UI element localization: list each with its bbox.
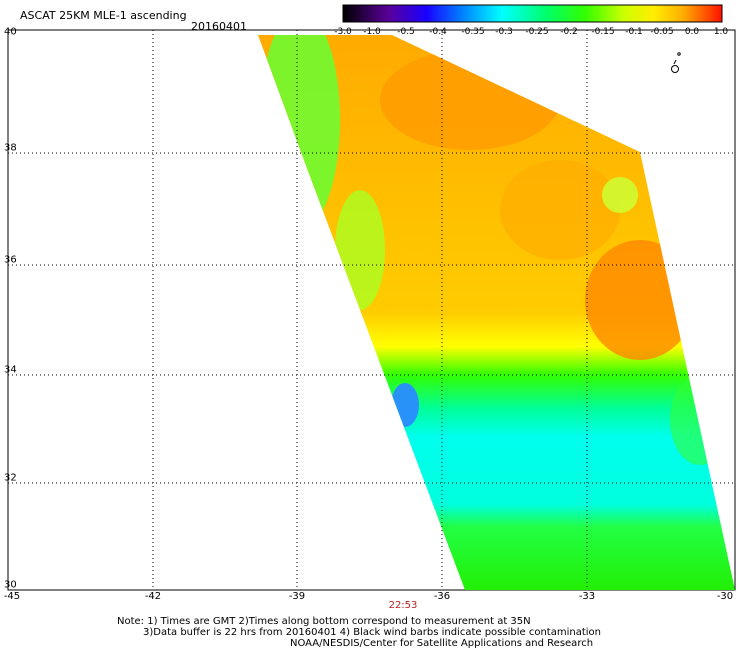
colorbar-label: -0.1 [625,27,643,37]
colorbar-label: -0.5 [397,27,415,37]
footer-credit: NOAA/NESDIS/Center for Satellite Applica… [290,638,594,649]
colorbar [342,4,723,23]
colorbar-label: 1.0 [713,27,729,37]
colorbar-label: -0.4 [429,27,447,37]
wind-barb-marker [671,52,681,73]
chart-title: ASCAT 25KM MLE-1 ascending [20,9,187,22]
colorbar-label: 0.0 [684,27,700,37]
ascat-swath [258,35,735,590]
colorbar-label: -0.15 [591,27,615,37]
y-tick-label: 38 [4,142,17,154]
colorbar-label: -0.2 [560,27,578,37]
y-tick-label: 36 [4,254,17,266]
colorbar-label: -0.05 [650,27,674,37]
y-tick-label: 40 [4,26,17,38]
y-tick-label: 32 [4,472,17,484]
colorbar-label: -0.25 [525,27,549,37]
x-tick-label: -42 [144,591,162,602]
colorbar-label: -0.35 [461,27,485,37]
x-tick-label: -36 [433,591,451,602]
x-tick-label: -45 [3,591,21,602]
gridlines [8,30,735,590]
pass-time: 22:53 [388,600,418,611]
footer-note-2: 3)Data buffer is 22 hrs from 20160401 4)… [143,627,601,638]
plot-frame [7,29,736,591]
footer-note-1: Note: 1) Times are GMT 2)Times along bot… [117,616,531,627]
colorbar-label: -1.0 [363,27,381,37]
y-tick-label: 30 [4,579,17,591]
x-tick-label: -30 [716,591,734,602]
colorbar-label: -3.0 [334,27,352,37]
colorbar-label: -0.3 [495,27,513,37]
x-tick-label: -39 [288,591,306,602]
x-tick-label: -33 [578,591,596,602]
y-tick-label: 34 [4,364,17,376]
